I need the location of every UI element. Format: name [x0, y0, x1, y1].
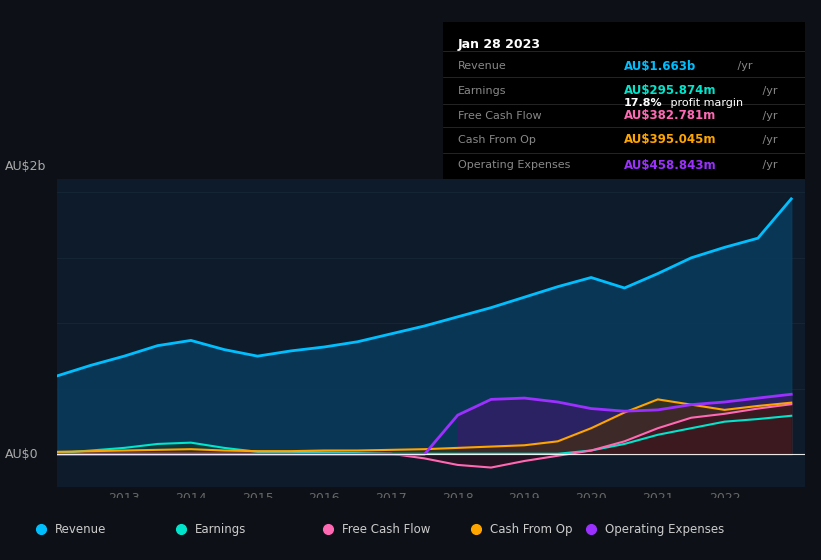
Text: AU$0: AU$0 [5, 449, 39, 461]
Text: AU$295.874m: AU$295.874m [624, 84, 717, 97]
Text: Revenue: Revenue [458, 61, 507, 71]
Text: AU$458.843m: AU$458.843m [624, 158, 717, 171]
Text: Operating Expenses: Operating Expenses [605, 522, 724, 536]
Text: Revenue: Revenue [55, 522, 107, 536]
Text: /yr: /yr [759, 160, 777, 170]
Text: Earnings: Earnings [195, 522, 246, 536]
Text: Earnings: Earnings [458, 86, 507, 96]
Text: AU$1.663b: AU$1.663b [624, 60, 696, 73]
Text: Free Cash Flow: Free Cash Flow [342, 522, 431, 536]
Text: Cash From Op: Cash From Op [458, 135, 535, 145]
Text: 17.8%: 17.8% [624, 98, 663, 108]
Text: /yr: /yr [759, 86, 777, 96]
Text: Operating Expenses: Operating Expenses [458, 160, 570, 170]
Text: Free Cash Flow: Free Cash Flow [458, 111, 541, 121]
Text: Cash From Op: Cash From Op [490, 522, 572, 536]
Text: AU$395.045m: AU$395.045m [624, 133, 717, 147]
Text: -AU$200m: -AU$200m [5, 517, 71, 531]
Text: Jan 28 2023: Jan 28 2023 [458, 38, 541, 51]
Text: AU$382.781m: AU$382.781m [624, 109, 716, 122]
Text: /yr: /yr [759, 111, 777, 121]
Text: AU$2b: AU$2b [5, 160, 47, 173]
Text: profit margin: profit margin [667, 98, 744, 108]
Text: /yr: /yr [735, 61, 753, 71]
Text: /yr: /yr [759, 135, 777, 145]
